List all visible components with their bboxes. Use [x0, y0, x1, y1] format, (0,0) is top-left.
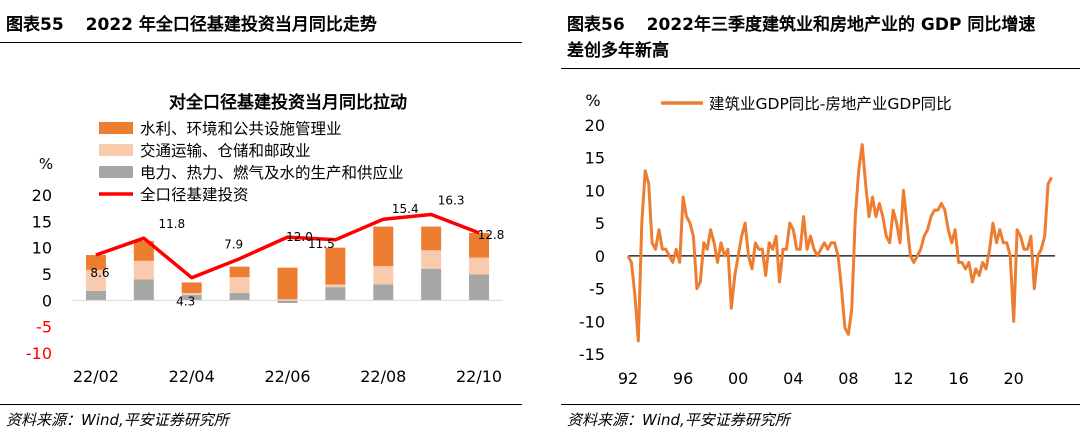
bar-segment-3 — [421, 268, 442, 301]
left-source-rule — [0, 404, 522, 405]
y-tick-label: -5 — [589, 280, 605, 299]
bar-segment-2 — [373, 266, 394, 285]
right-source-note: 资料来源：Wind,平安证券研究所 — [567, 411, 790, 429]
bar-segment-3 — [85, 290, 106, 301]
y-tick-label: 5 — [42, 265, 52, 284]
legend-label-2: 交通运输、仓储和邮政业 — [140, 142, 311, 160]
bar-segment-3 — [469, 274, 490, 301]
x-tick-label: 16 — [948, 369, 968, 388]
data-label: 16.3 — [438, 193, 465, 207]
y-tick-label: -5 — [36, 318, 52, 337]
bar-segment-1 — [181, 282, 202, 293]
legend-label: 建筑业GDP同比-房地产业GDP同比 — [709, 95, 952, 113]
bar-segment-1 — [229, 266, 250, 278]
legend-label-3: 电力、热力、燃气及水的生产和供应业 — [140, 163, 404, 182]
data-label: 8.6 — [90, 266, 109, 280]
right-figure-panel: 图表56 2022年三季度建筑业和房地产业的 GDP 同比增速 差创多年新高 % 2… — [561, 0, 1080, 437]
y-axis-unit: % — [585, 91, 600, 110]
right-figure-label: 图表56 — [567, 15, 625, 35]
data-label: 12.0 — [286, 230, 313, 244]
bar-segment-3 — [229, 292, 250, 301]
left-stacked-bar-chart: 对全口径基建投资当月同比拉动水利、环境和公共设施管理业交通运输、仓储和邮政业电力… — [26, 92, 505, 386]
bar-segment-1 — [373, 226, 394, 267]
data-label: 11.5 — [308, 237, 335, 251]
right-line-chart: % 20 15 10 5 0 -5 -10 -15 建筑业GDP同比-房地产业GDP同比 92 96 0… — [579, 91, 1055, 388]
bar-segment-1 — [133, 240, 154, 261]
left-figure-label: 图表55 — [6, 15, 64, 35]
left-source-note: 资料来源：Wind,平安证券研究所 — [6, 411, 229, 429]
total-investment-line — [95, 212, 480, 280]
left-figure-title: 图表55 2022 年全口径基建投资当月同比走势 — [6, 12, 377, 38]
y-tick-label: 20 — [32, 186, 52, 205]
x-tick-label: 22/02 — [73, 367, 119, 386]
bar-segment-2 — [469, 257, 490, 275]
x-tick-label: 12 — [893, 369, 913, 388]
y-tick-label: 15 — [32, 212, 52, 231]
y-tick-label: 0 — [595, 247, 605, 266]
y-tick-label: 0 — [42, 291, 52, 310]
x-tick-label: 92 — [618, 369, 638, 388]
bar-segment-2 — [325, 284, 346, 288]
bar-segment-2 — [229, 277, 250, 293]
data-label: 4.3 — [176, 295, 195, 309]
y-tick-label: 5 — [595, 214, 605, 233]
bar-segment-1 — [421, 226, 442, 251]
y-tick-label: -15 — [579, 345, 605, 364]
data-label: 12.8 — [478, 228, 505, 242]
left-figure-heading: 2022 年全口径基建投资当月同比走势 — [85, 15, 377, 35]
x-tick-label: 20 — [1003, 369, 1023, 388]
x-tick-label: 22/10 — [456, 367, 502, 386]
left-title-rule — [0, 42, 522, 43]
y-tick-label: 10 — [585, 181, 605, 200]
bar-segment-2 — [277, 299, 298, 301]
y-tick-label: 20 — [585, 116, 605, 135]
right-figure-heading: 2022年三季度建筑业和房地产业的 GDP 同比增速 — [646, 15, 1036, 35]
bar-segment-1 — [469, 232, 490, 258]
right-source-rule — [561, 404, 1080, 405]
bar-segment-1 — [85, 255, 106, 270]
bar-segment-1 — [325, 247, 346, 285]
x-tick-label: 96 — [673, 369, 693, 388]
x-tick-label: 22/08 — [360, 367, 406, 386]
right-figure-title: 图表56 2022年三季度建筑业和房地产业的 GDP 同比增速 差创多年新高 — [567, 12, 1035, 64]
legend-swatch-2 — [99, 144, 133, 156]
y-axis-unit: % — [39, 155, 53, 173]
bar-segment-2 — [85, 269, 106, 291]
bar-segment-3 — [373, 284, 394, 301]
bar-segment-3 — [325, 287, 346, 301]
y-tick-label: -10 — [579, 312, 605, 331]
gdp-gap-line — [626, 143, 1053, 343]
x-tick-label: 22/04 — [169, 367, 215, 386]
x-tick-label: 04 — [783, 369, 803, 388]
y-tick-label: 10 — [32, 239, 52, 258]
bar-segment-1 — [277, 267, 298, 300]
legend-swatch-3 — [99, 166, 133, 178]
bar-segment-2 — [133, 260, 154, 280]
x-tick-label: 22/06 — [264, 367, 310, 386]
bar-segment-2 — [181, 292, 202, 296]
left-figure-panel: 图表55 2022 年全口径基建投资当月同比走势 对全口径基建投资当月同比拉动水利… — [0, 0, 522, 437]
data-label: 11.8 — [158, 217, 185, 231]
bar-segment-3 — [277, 300, 298, 303]
chart-title: 对全口径基建投资当月同比拉动 — [169, 92, 407, 113]
bar-segment-2 — [421, 250, 442, 269]
data-label: 15.4 — [392, 202, 419, 216]
bar-segment-3 — [181, 295, 202, 301]
legend-swatch-1 — [99, 122, 133, 134]
bar-segment-3 — [133, 279, 154, 301]
legend-label-1: 水利、环境和公共设施管理业 — [140, 119, 342, 138]
right-title-rule — [561, 68, 1080, 69]
right-figure-heading-line2: 差创多年新高 — [567, 41, 669, 61]
legend-label-total: 全口径基建投资 — [140, 186, 249, 204]
data-label: 7.9 — [224, 238, 243, 252]
y-tick-label: -10 — [26, 344, 52, 363]
y-tick-label: 15 — [585, 149, 605, 168]
x-tick-label: 08 — [838, 369, 858, 388]
x-tick-label: 00 — [728, 369, 748, 388]
